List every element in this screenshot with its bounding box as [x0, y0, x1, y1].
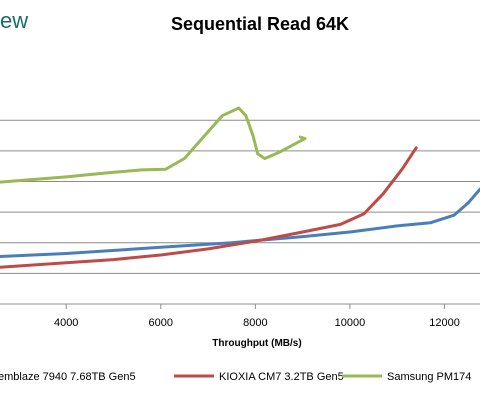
series-line	[0, 106, 307, 184]
gridlines	[0, 119, 480, 305]
legend-label: Samsung PM174	[387, 371, 471, 383]
x-axis-ticks: 4000 6000 8000 10000 12000	[54, 304, 460, 329]
x-axis-label: Throughput (MB/s)	[212, 338, 301, 349]
legend-label: KIOXIA CM7 3.2TB Gen5	[219, 371, 344, 383]
x-tick-label: 10000	[335, 317, 366, 329]
x-tick-label: 6000	[149, 317, 173, 329]
brand-logo-fragment: ew	[0, 8, 29, 33]
x-tick-label: 4000	[54, 317, 78, 329]
legend: emblaze 7940 7.68TB Gen5 KIOXIA CM7 3.2TB…	[0, 371, 471, 383]
x-tick-label: 8000	[243, 317, 267, 329]
chart-title: Sequential Read 64K	[170, 14, 350, 34]
x-tick-label: 12000	[429, 317, 460, 329]
series-lines	[0, 106, 480, 269]
legend-label: emblaze 7940 7.68TB Gen5	[0, 371, 136, 383]
series-line	[0, 146, 418, 269]
series-line	[0, 187, 480, 258]
